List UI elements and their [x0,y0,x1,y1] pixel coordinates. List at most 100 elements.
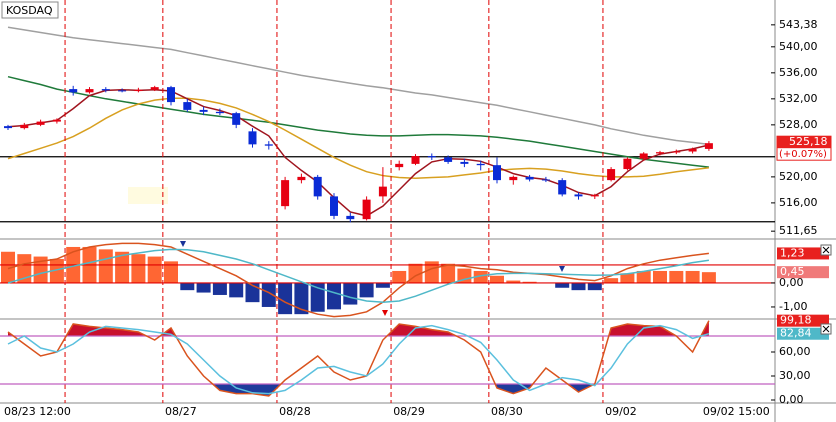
histogram-bar [278,282,293,315]
candle-body [85,89,94,93]
indicator-line [7,26,709,146]
candle-body [330,196,338,216]
candle-body [297,176,306,181]
candle-body [346,215,355,220]
histogram-bar [636,270,651,283]
candle-body [199,109,208,112]
y-tick-label: 543,38 [779,18,818,31]
candle-body [411,156,420,164]
indicator-line [7,324,710,395]
candle-body [150,87,159,90]
histogram-bar [180,282,195,291]
x-tick-label: 09/02 [605,405,637,418]
candle-body [558,180,567,195]
histogram-bar [669,270,684,283]
candle-body [656,152,664,154]
histogram-bar [701,272,716,283]
y-tick-label: 0,00 [779,276,804,289]
histogram-bar [604,278,619,283]
x-tick-label: 08/27 [165,405,197,418]
y-tick-label: 516,00 [779,196,818,209]
value-box-fill [777,136,831,149]
y-tick-label: 60,00 [779,345,811,358]
signal-arrow [180,241,186,247]
x-tick-label: 08/23 12:00 [4,405,71,418]
histogram-bar [98,249,113,283]
histogram-bar [506,280,521,283]
candle-body [101,89,110,91]
zone-fill [8,320,709,336]
histogram-bar [327,282,341,310]
candle-body [215,111,224,114]
histogram-bar [310,282,325,312]
indicator-line [7,242,709,318]
candle-body [248,131,257,145]
candle-body [362,199,371,220]
x-tick-label: 08/30 [491,405,523,418]
histogram-bar [115,251,130,283]
candle-body [607,169,616,181]
histogram-bar [1,251,15,283]
candle-body [672,151,681,153]
signal-arrow [382,310,388,316]
y-tick-label: 0,00 [779,393,804,406]
candle-body [118,90,127,92]
indicator-line [7,248,710,303]
chart-title: KOSDAQ [6,4,53,17]
value-box-label: 1,23 [780,246,805,259]
value-box [777,247,829,260]
value-box-label: 82,84 [780,327,812,340]
candle-body [52,119,61,122]
histogram-bar [620,273,635,283]
value-box [777,266,829,279]
value-box [777,314,829,327]
title-box [1,1,59,19]
candle-body [444,157,453,162]
candle-body [4,126,12,129]
signal-arrow [559,266,565,272]
histogram-bar [424,261,439,283]
candle-body [395,163,404,168]
histogram-bar [392,270,407,283]
y-tick-label: 540,00 [779,40,818,53]
price-change: (+0.07%) [779,149,827,160]
histogram-bar [229,282,244,298]
histogram-bar [587,282,602,291]
candle-body [264,144,273,146]
histogram-bar [359,282,374,298]
candle-body [313,176,322,197]
histogram-bar [653,270,667,283]
candle-body [20,124,29,129]
candle-body [378,186,387,197]
histogram-bar [212,282,227,295]
y-tick-label: -1,00 [779,300,807,313]
candle-body [69,89,78,93]
histogram-bar [17,254,32,283]
histogram-bar [490,275,504,283]
close-button[interactable] [820,244,832,256]
candle-body [427,156,436,158]
x-tick-label: 08/28 [279,405,311,418]
close-button[interactable] [820,323,832,335]
histogram-bar [375,282,390,288]
value-box [777,327,829,340]
y-tick-label: 30,00 [779,369,811,382]
info-box [128,187,168,204]
histogram-bar [147,256,162,283]
histogram-bar [261,282,276,307]
candle-body [167,87,175,103]
histogram-bar [343,282,358,305]
indicator-line [7,97,709,179]
candle-body [639,153,648,159]
indicator-line [7,75,709,168]
candle-body [704,143,713,149]
y-tick-label: 520,00 [779,170,818,183]
candle-body [281,180,290,207]
candle-body [623,158,632,170]
y-tick-label: 536,00 [779,66,818,79]
candle-body [232,113,241,125]
value-box-label: 0,45 [780,265,805,278]
candle-body [509,176,518,181]
